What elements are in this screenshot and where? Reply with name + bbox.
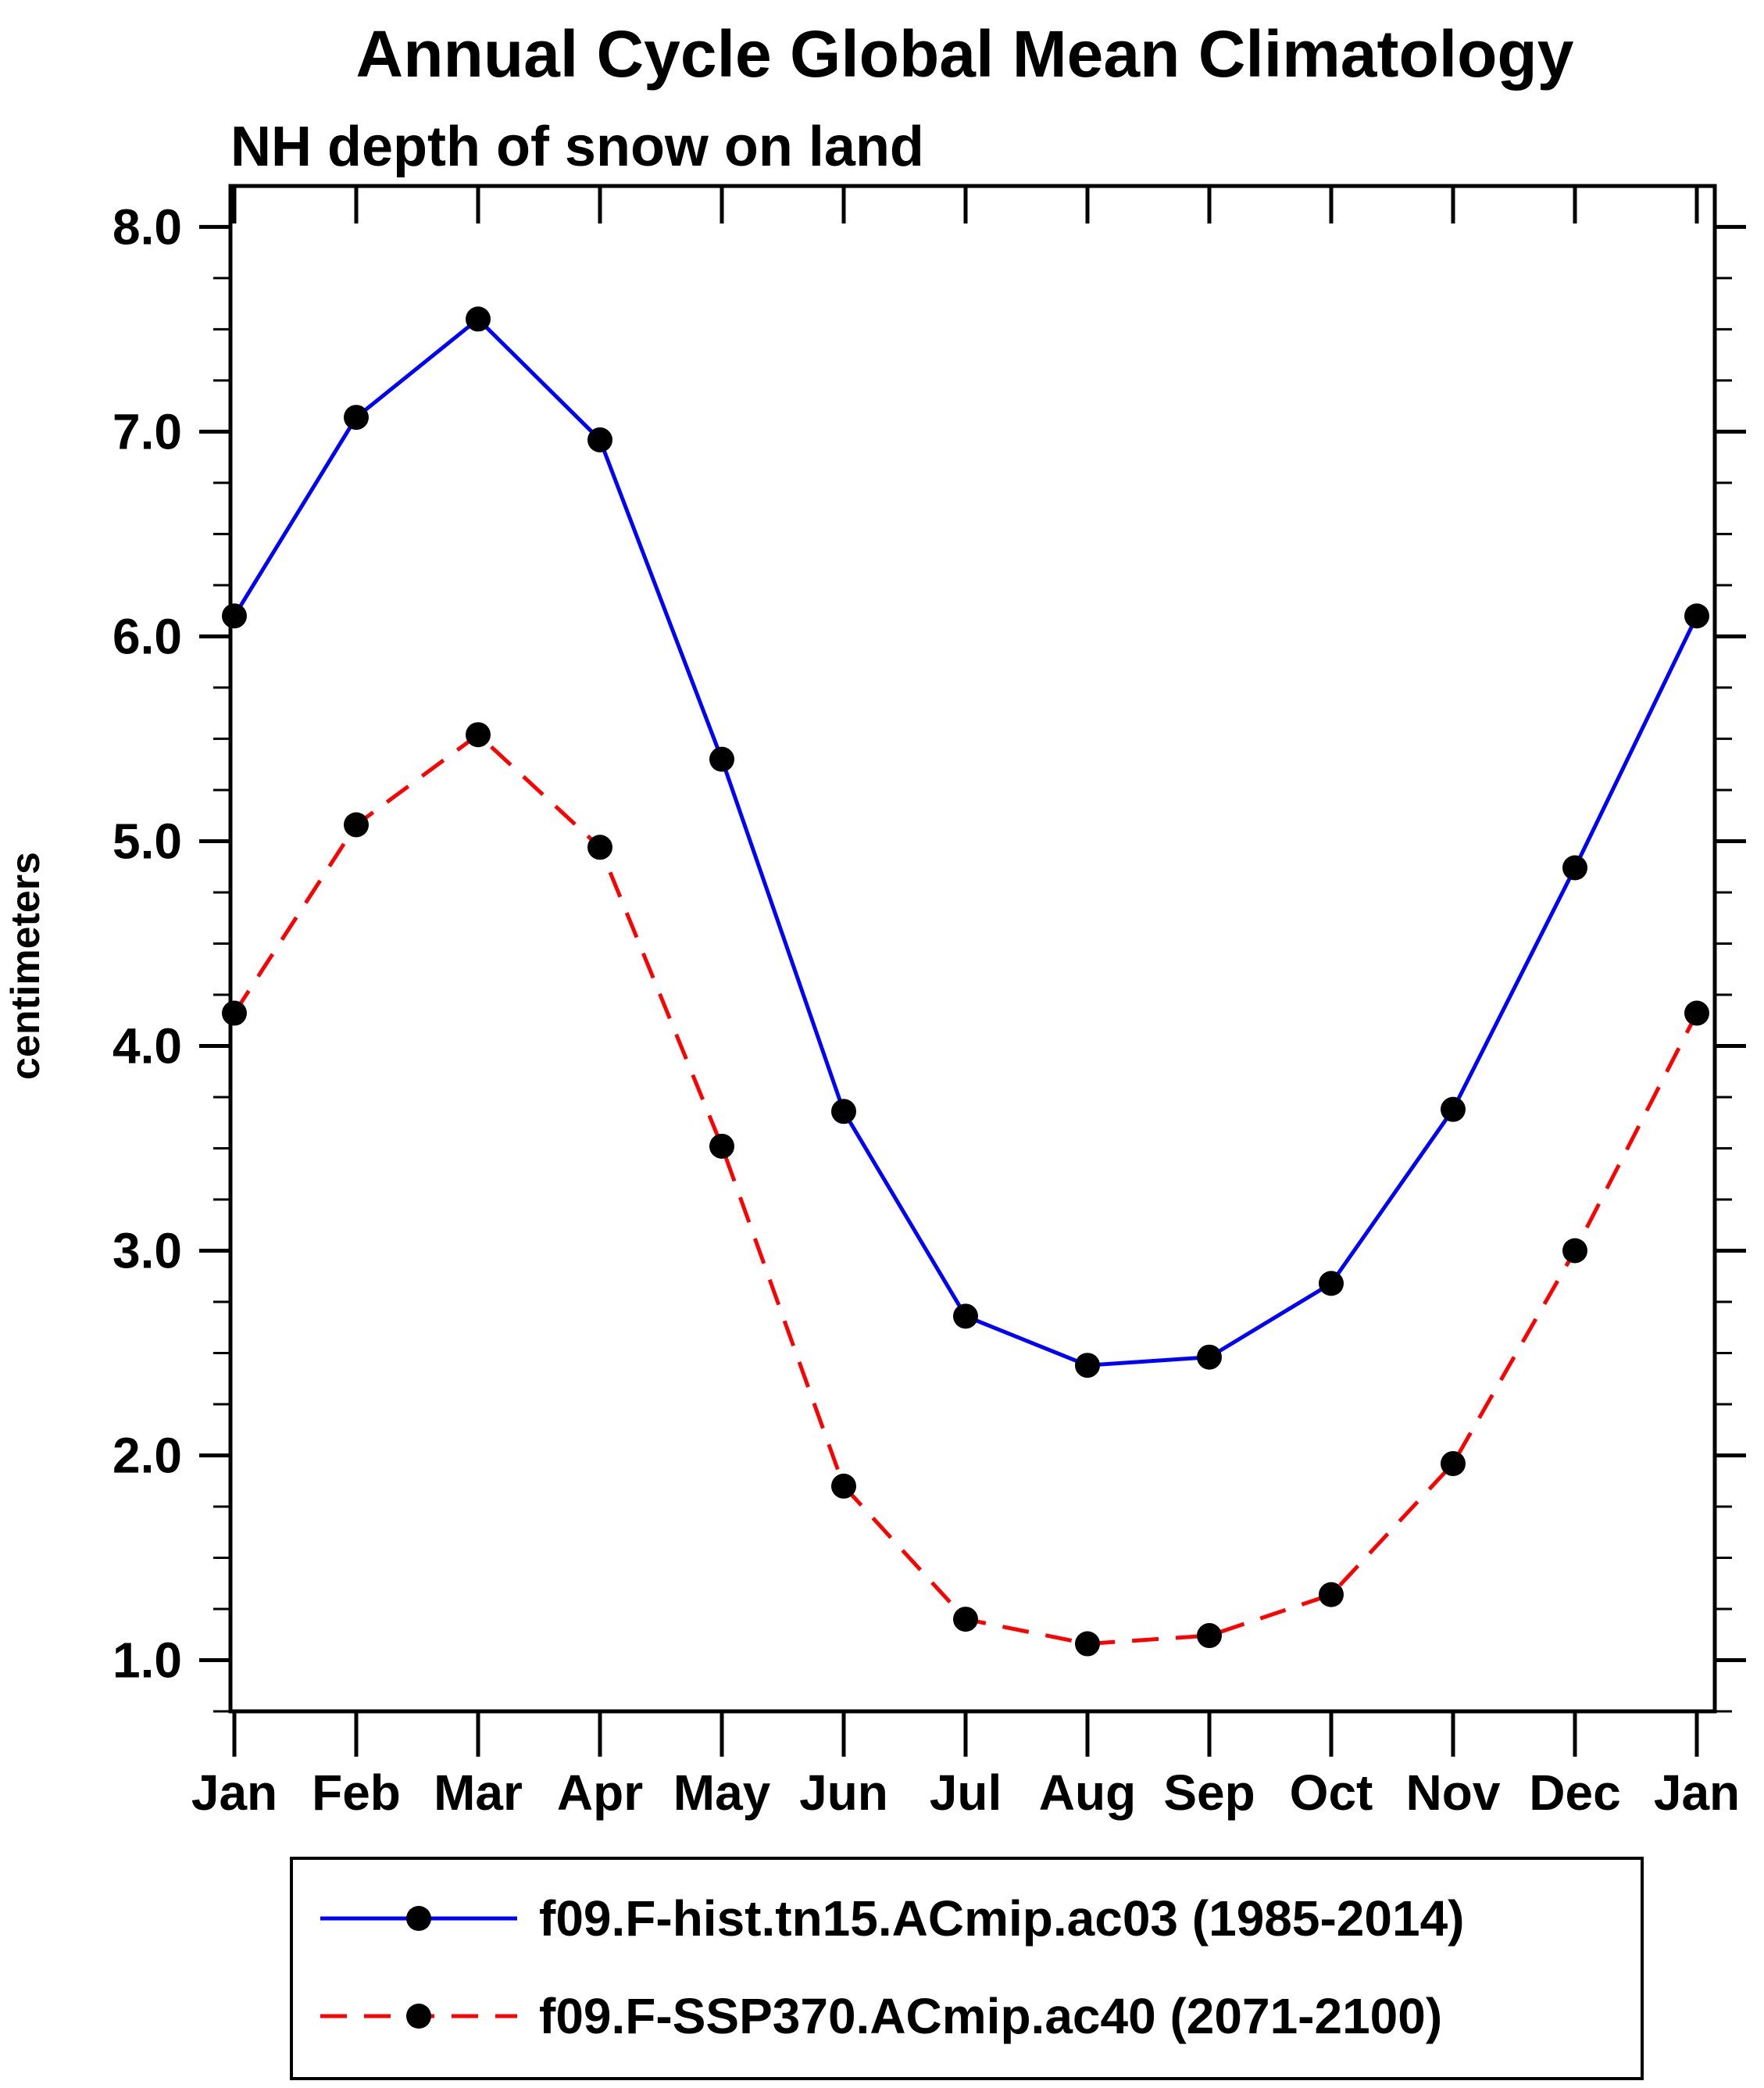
data-point-marker bbox=[1319, 1271, 1344, 1296]
plot-frame bbox=[228, 184, 1717, 1714]
x-tick-label: Jun bbox=[799, 1764, 888, 1821]
y-tick-label: 4.0 bbox=[112, 1017, 182, 1074]
data-point-marker bbox=[1319, 1582, 1344, 1607]
x-tick-label: Nov bbox=[1406, 1764, 1501, 1821]
data-point-marker bbox=[344, 405, 369, 431]
data-point-marker bbox=[1197, 1623, 1222, 1649]
legend-label-ssp370: f09.F-SSP370.ACmip.ac40 (2071-2100) bbox=[539, 1988, 1442, 2044]
data-point-marker bbox=[466, 306, 491, 332]
x-tick-label: Dec bbox=[1529, 1764, 1620, 1821]
data-point-marker bbox=[222, 603, 247, 629]
data-point-marker bbox=[831, 1099, 856, 1124]
x-tick-label: Jan bbox=[1654, 1764, 1740, 1821]
data-point-marker bbox=[1075, 1631, 1100, 1657]
data-point-marker bbox=[1562, 855, 1587, 881]
x-tick-label: Jan bbox=[191, 1764, 277, 1821]
y-tick-label: 8.0 bbox=[112, 198, 182, 255]
y-tick-label: 1.0 bbox=[112, 1632, 182, 1688]
y-tick-label: 2.0 bbox=[112, 1427, 182, 1483]
data-point-marker bbox=[587, 835, 612, 860]
x-tick-label: May bbox=[673, 1764, 771, 1821]
data-point-marker bbox=[831, 1473, 856, 1499]
data-point-marker bbox=[222, 1000, 247, 1026]
data-point-marker bbox=[587, 427, 612, 452]
x-tick-label: Feb bbox=[312, 1764, 401, 1821]
data-point-marker bbox=[1684, 1000, 1709, 1026]
x-tick-label: Mar bbox=[434, 1764, 523, 1821]
legend-box bbox=[290, 1857, 1644, 2080]
data-point-marker bbox=[1075, 1353, 1100, 1378]
data-point-marker bbox=[1441, 1450, 1466, 1476]
x-tick-label: Aug bbox=[1039, 1764, 1136, 1821]
data-point-marker bbox=[709, 1133, 734, 1159]
x-tick-label: Apr bbox=[557, 1764, 643, 1821]
legend: f09.F-hist.tn15.ACmip.ac03 (1985-2014) f… bbox=[290, 1857, 1644, 2080]
data-point-marker bbox=[1441, 1096, 1466, 1122]
data-point-marker bbox=[1197, 1344, 1222, 1370]
x-tick-label: Oct bbox=[1290, 1764, 1373, 1821]
data-point-marker bbox=[953, 1303, 978, 1329]
y-tick-label: 5.0 bbox=[112, 813, 182, 869]
data-point-marker bbox=[466, 722, 491, 748]
data-point-marker bbox=[344, 812, 369, 838]
y-tick-label: 7.0 bbox=[112, 403, 182, 459]
y-tick-label: 6.0 bbox=[112, 608, 182, 664]
x-tick-label: Sep bbox=[1163, 1764, 1255, 1821]
series-line-1 bbox=[232, 731, 1699, 1646]
series-line-0 bbox=[232, 316, 1699, 1368]
legend-label-hist: f09.F-hist.tn15.ACmip.ac03 (1985-2014) bbox=[539, 1890, 1464, 1947]
data-point-marker bbox=[1562, 1238, 1587, 1264]
data-point-marker bbox=[1684, 603, 1709, 629]
plot-area: Jan Feb Mar Apr May Jun Jul Aug Sep Oct Nov Dec Jan 1… bbox=[112, 184, 1746, 1821]
data-point-marker bbox=[953, 1607, 978, 1632]
chart-subtitle: NH depth of snow on land bbox=[230, 116, 924, 178]
chart-title: Annual Cycle Global Mean Climatology bbox=[356, 17, 1574, 91]
data-point-marker bbox=[709, 746, 734, 772]
y-axis-label: centimeters bbox=[3, 852, 48, 1080]
legend-marker-hist bbox=[406, 1906, 431, 1931]
y-tick-label: 3.0 bbox=[112, 1222, 182, 1278]
x-tick-label: Jul bbox=[930, 1764, 1002, 1821]
legend-marker-ssp370 bbox=[406, 2004, 431, 2029]
